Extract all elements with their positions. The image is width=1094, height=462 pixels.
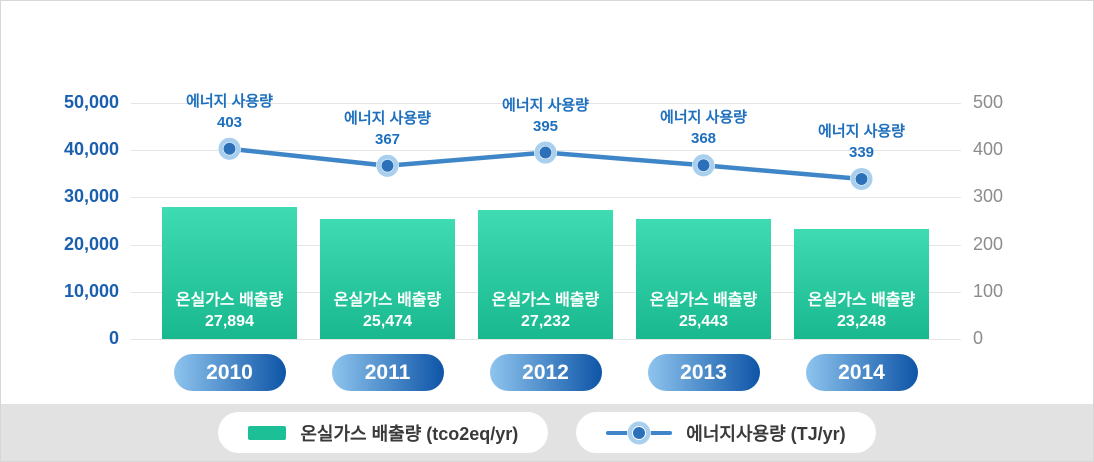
year-button-2011[interactable]: 2011 xyxy=(331,354,444,391)
legend-item-ghg-emissions: 온실가스 배출량 (tco2eq/yr) xyxy=(218,412,549,453)
legend: 온실가스 배출량 (tco2eq/yr) 에너지사용량 (TJ/yr) xyxy=(1,404,1093,461)
year-button-2013[interactable]: 2013 xyxy=(647,354,760,391)
bar-value-label: 온실가스 배출량 25,443 xyxy=(649,291,758,330)
legend-label-ghg: 온실가스 배출량 (tco2eq/yr) xyxy=(300,423,519,444)
line-point-2013 xyxy=(692,153,715,177)
bar-value-label: 온실가스 배출량 25,474 xyxy=(333,291,442,330)
legend-label-energy: 에너지사용량 (TJ/yr) xyxy=(686,423,846,444)
year-button-2012[interactable]: 2012 xyxy=(489,354,602,391)
bar-2014: 온실가스 배출량 23,248 xyxy=(794,229,929,339)
left-axis-tick: 40,000 xyxy=(63,139,119,160)
left-axis-tick: 20,000 xyxy=(63,233,119,254)
right-axis-tick: 500 xyxy=(973,92,1004,112)
left-axis-tick: 30,000 xyxy=(63,186,119,207)
right-axis-tick: 0 xyxy=(973,328,984,348)
bar-2010: 온실가스 배출량 27,894 xyxy=(162,207,297,339)
bar-2011: 온실가스 배출량 25,474 xyxy=(320,218,455,339)
gridline xyxy=(131,339,961,340)
energy-usage-line-series xyxy=(218,137,873,191)
bar-value-label: 온실가스 배출량 27,894 xyxy=(175,291,284,330)
combo-chart-plot-area: 50,000 500 40,000 400 30,000 300 20,000 200 10,0… xyxy=(1,1,1093,405)
gridline xyxy=(131,197,961,199)
bar-2013: 온실가스 배출량 25,443 xyxy=(636,218,771,339)
legend-item-energy-usage: 에너지사용량 (TJ/yr) xyxy=(576,412,876,453)
bar-series-swatch-icon xyxy=(248,425,287,440)
right-axis-tick: 400 xyxy=(973,139,1004,160)
line-point-2011 xyxy=(376,154,399,178)
bar-value-label: 온실가스 배출량 27,232 xyxy=(491,291,600,330)
line-series-marker-icon xyxy=(606,420,673,445)
right-axis-tick: 100 xyxy=(973,280,1004,301)
line-point-label-2014: 에너지 사용량 339 xyxy=(818,122,905,161)
year-button-2014[interactable]: 2014 xyxy=(805,354,918,391)
line-point-label-2011: 에너지 사용량 367 xyxy=(344,109,431,148)
line-point-2010 xyxy=(218,137,241,161)
line-point-2014 xyxy=(850,167,873,191)
year-button-2010[interactable]: 2010 xyxy=(173,354,286,391)
line-point-label-2012: 에너지 사용량 395 xyxy=(502,96,589,135)
line-point-2012 xyxy=(534,141,557,165)
bar-2012: 온실가스 배출량 27,232 xyxy=(478,210,613,339)
line-point-label-2010: 에너지 사용량 403 xyxy=(186,92,273,131)
left-axis-tick: 50,000 xyxy=(63,92,119,112)
gridline xyxy=(131,103,961,104)
left-axis-tick: 0 xyxy=(108,328,119,348)
right-axis-tick: 300 xyxy=(973,186,1004,207)
line-point-label-2013: 에너지 사용량 368 xyxy=(660,109,747,148)
left-axis-tick: 10,000 xyxy=(63,280,119,301)
right-axis-tick: 200 xyxy=(973,233,1004,254)
bar-value-label: 온실가스 배출량 23,248 xyxy=(807,291,916,330)
